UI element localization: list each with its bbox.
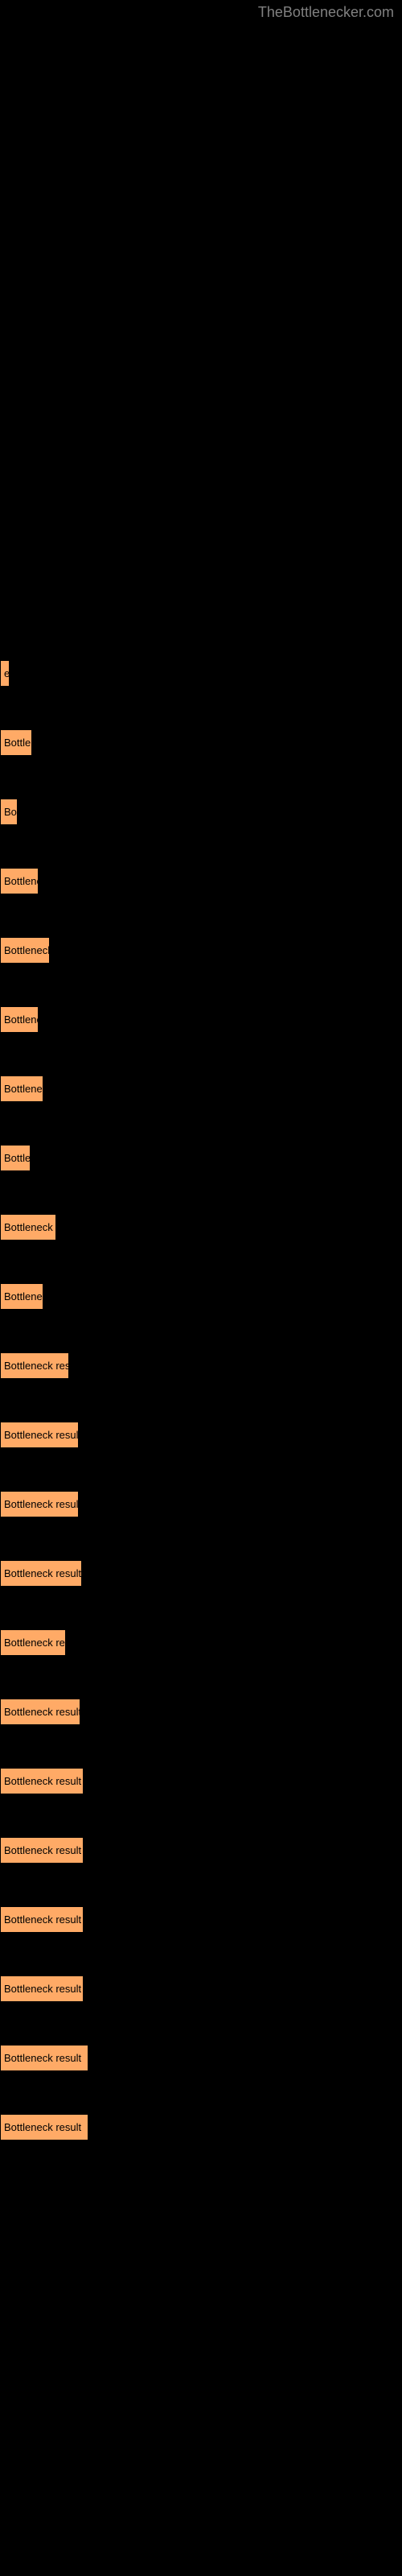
result-bar: Bottleneck result [0,1768,84,1794]
result-bar: Bottleneck result [0,1906,84,1933]
result-bar: Bottleneck result [0,1560,82,1587]
result-bar: Bottleneck result [0,1422,79,1448]
result-item: Bottleneck result [0,1491,402,1521]
result-item: Bottleneck result [0,1975,402,2006]
result-bar: Bottleneck result [0,2114,88,2140]
result-bar: Bo [0,799,18,825]
result-item: Bottleneck result [0,1699,402,1729]
result-bar: Bottleneck result [0,1699,80,1725]
result-item: Bottleneck res [0,1629,402,1660]
result-item: Bottlenec [0,1075,402,1106]
results-list: e Bottler Bo Bottlene Bottleneck Bottlene Bott… [0,660,402,2145]
watermark-text: TheBottlenecker.com [258,4,394,21]
result-bar: Bottler [0,729,32,756]
result-bar: Bottleneck res [0,1629,66,1656]
result-bar: Bottlene [0,1006,39,1033]
result-item: Bo [0,799,402,829]
result-item: Bottleneck result [0,1906,402,1937]
result-item: Bottleneck [0,937,402,968]
result-bar: Bottleneck resu [0,1352,69,1379]
result-bar: Bottleneck result [0,1491,79,1517]
result-item: Bottlenec [0,1283,402,1314]
header-black-area [0,0,402,660]
result-bar: Bottleneck result [0,1975,84,2002]
result-item: Bottleneck r [0,1214,402,1245]
result-bar: Bottleneck [0,937,50,964]
result-item: e [0,660,402,691]
result-bar: e [0,660,10,687]
result-bar: Bottleneck result [0,2045,88,2071]
result-item: Bottleneck result [0,1560,402,1591]
result-item: Bottleneck result [0,2045,402,2075]
result-item: Bottleneck result [0,1768,402,1798]
result-item: Bottleneck result [0,2114,402,2145]
result-item: Bottle [0,1145,402,1175]
result-bar: Bottlene [0,868,39,894]
result-bar: Bottleneck result [0,1837,84,1864]
result-item: Bottleneck resu [0,1352,402,1383]
result-bar: Bottlenec [0,1283,43,1310]
result-bar: Bottlenec [0,1075,43,1102]
result-bar: Bottleneck r [0,1214,56,1241]
result-item: Bottleneck result [0,1422,402,1452]
result-item: Bottler [0,729,402,760]
result-item: Bottlene [0,868,402,898]
result-bar: Bottle [0,1145,31,1171]
result-item: Bottleneck result [0,1837,402,1868]
result-item: Bottlene [0,1006,402,1037]
